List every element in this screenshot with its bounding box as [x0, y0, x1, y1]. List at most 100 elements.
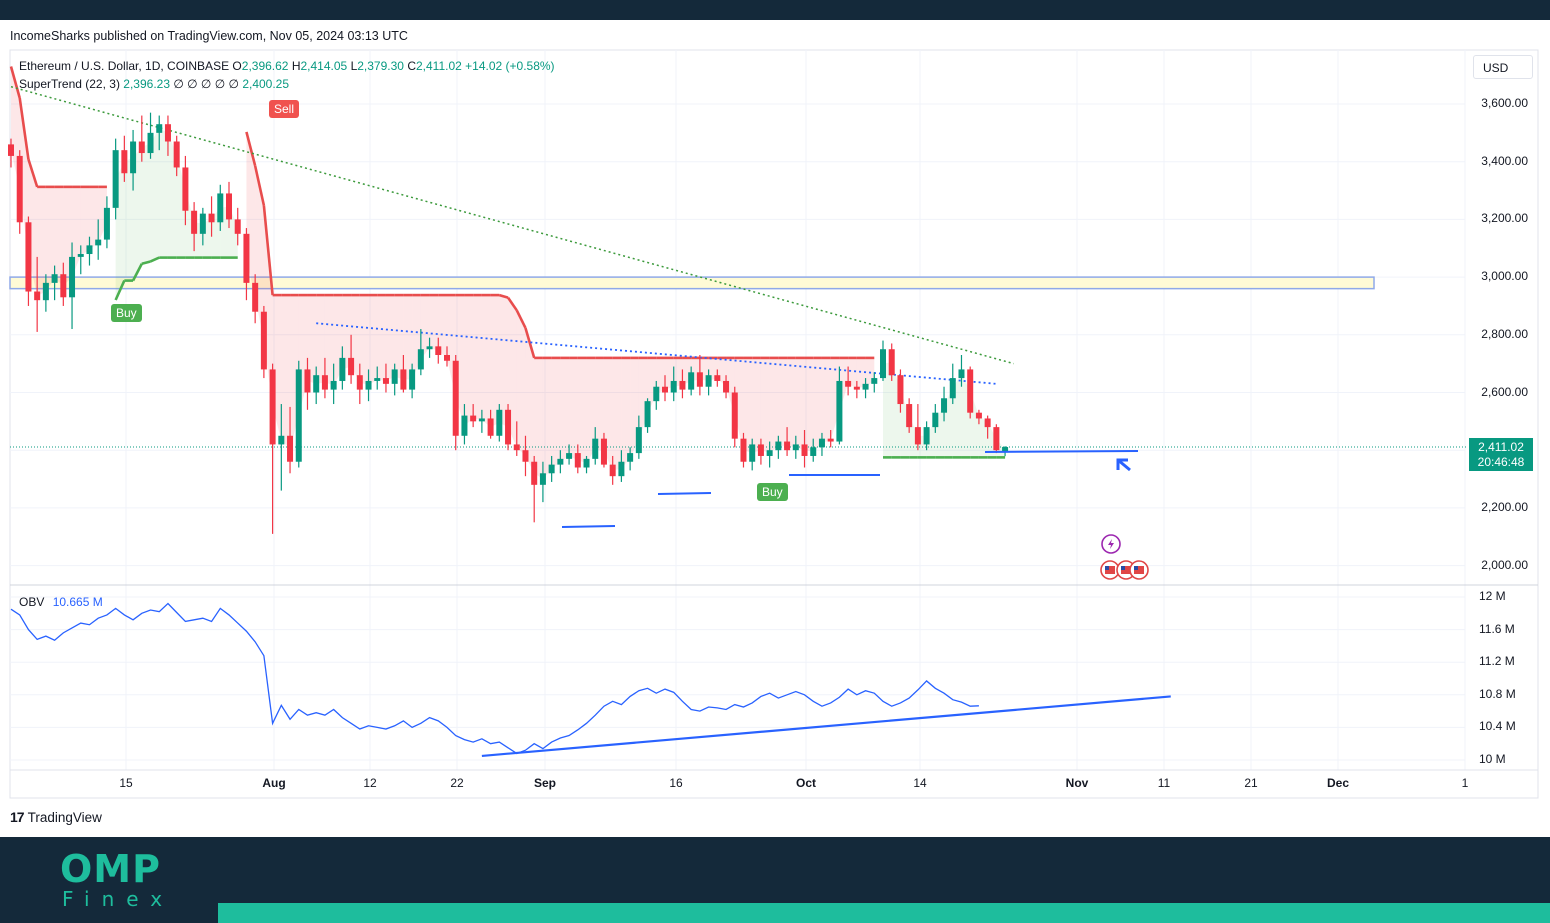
supertrend-fill-segment	[385, 295, 395, 381]
candle	[862, 378, 869, 399]
footer-accent-bar	[218, 903, 1550, 923]
candle	[749, 438, 756, 471]
supertrend-fill-segment	[481, 295, 491, 428]
supertrend-fill-segment	[98, 186, 107, 243]
candle-body	[1002, 447, 1009, 452]
candle	[199, 207, 206, 246]
supertrend-fill-segment	[133, 147, 142, 281]
candle-body	[522, 450, 529, 462]
supertrend-fill-segment	[368, 295, 378, 386]
supertrend-fill-segment	[743, 357, 753, 454]
candle-body	[461, 415, 468, 436]
candle-body	[365, 380, 372, 390]
legend-main: Ethereum / U.S. Dollar, 1D, COINBASE O2,…	[19, 59, 555, 73]
candle-body	[295, 369, 302, 462]
symbol-name: Ethereum / U.S. Dollar, 1D, COINBASE	[19, 59, 230, 73]
candle-body	[801, 444, 808, 456]
candle	[600, 432, 607, 468]
candle	[426, 337, 433, 358]
candle-body	[234, 219, 241, 234]
candle-body	[818, 438, 825, 448]
candle-body	[156, 124, 163, 133]
supertrend-fill-segment	[176, 154, 186, 258]
candle-body	[810, 447, 817, 456]
candle	[444, 346, 450, 367]
supertrend-fill-segment	[647, 357, 657, 415]
candle	[269, 363, 276, 534]
supertrend-fill-segment	[150, 128, 160, 262]
candle	[949, 363, 956, 405]
candle	[77, 245, 84, 275]
supertrend-fill-segment	[656, 357, 665, 394]
time-tick: 22	[450, 776, 464, 790]
supertrend-fill-segment	[551, 357, 561, 469]
candle-body	[775, 441, 782, 451]
supertrend-value: 2,396.23	[123, 77, 171, 91]
supertrend-fill-segment	[403, 295, 413, 380]
candle	[147, 112, 154, 159]
supertrend-segment	[515, 309, 527, 329]
candle-body	[164, 124, 171, 142]
candle-body	[426, 346, 433, 350]
obv-tick: 10 M	[1479, 752, 1506, 766]
supertrend-fill-segment	[813, 357, 822, 452]
candle-body	[670, 380, 677, 393]
candle-body	[60, 274, 67, 298]
supertrend-fill-segment	[342, 295, 352, 370]
resistance-zone	[9, 276, 1375, 290]
time-tick: 15	[119, 776, 133, 790]
supertrend-segment	[27, 158, 39, 188]
candle	[557, 450, 564, 474]
candle-body	[130, 141, 137, 174]
candle-body	[95, 239, 102, 246]
candle-body	[766, 450, 773, 456]
candle	[208, 196, 215, 237]
candle-body	[653, 386, 660, 402]
omp-logo: OMP	[60, 847, 161, 891]
supertrend-fill-segment	[621, 357, 631, 469]
support-line	[657, 492, 712, 495]
candle-body	[16, 155, 23, 223]
candle-body	[252, 282, 259, 312]
candle-body	[923, 427, 930, 445]
tradingview-brand[interactable]: 17 TradingView	[10, 809, 102, 825]
price-tick: 3,400.00	[1481, 153, 1528, 168]
candle-body	[557, 458, 564, 465]
obv-tick: 10.4 M	[1479, 719, 1516, 734]
supertrend-segment	[131, 263, 143, 282]
candle-body	[888, 349, 895, 376]
candle	[435, 337, 442, 364]
supertrend-fill-segment	[534, 357, 543, 480]
candle	[566, 444, 573, 465]
candle-body	[539, 473, 546, 485]
candle-body	[34, 291, 41, 301]
candle	[60, 262, 67, 306]
obv-tick: 12 M	[1479, 589, 1506, 603]
candle-body	[391, 369, 398, 384]
supertrend-fill-segment	[89, 186, 99, 250]
candle-body	[679, 380, 686, 390]
candle	[295, 360, 302, 468]
candle	[496, 404, 503, 442]
candle	[513, 421, 520, 456]
publish-info: IncomeSharks published on TradingView.co…	[10, 29, 408, 43]
candle	[784, 427, 791, 456]
candle-body	[208, 213, 215, 223]
supertrend-fill-segment	[778, 357, 788, 446]
candle-body	[880, 349, 886, 379]
candle	[836, 366, 843, 445]
candle	[226, 181, 232, 229]
candle	[845, 366, 852, 396]
candle	[461, 404, 468, 445]
candle	[539, 461, 546, 503]
currency-selector[interactable]: USD	[1473, 55, 1533, 79]
candle-body	[627, 453, 634, 462]
candle	[243, 228, 250, 301]
supertrend-fill-segment	[359, 295, 369, 386]
low-label: L	[350, 59, 358, 73]
candle	[810, 438, 817, 462]
candle-body	[531, 461, 538, 485]
candle	[766, 441, 773, 468]
supertrend-fill-segment	[394, 295, 404, 380]
candle-body	[400, 369, 407, 390]
